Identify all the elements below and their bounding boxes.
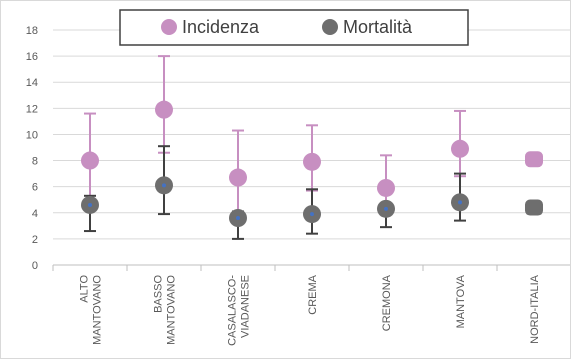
point-center-mortalit [310,212,314,217]
x-category-label: MANTOVANO [166,275,178,345]
x-category-label: MANTOVANO [92,275,104,345]
point-incidenza [229,168,247,187]
legend-marker-incidenza [161,19,177,35]
y-axis-ticks: 0 2 4 6 8 10 12 14 16 18 [26,25,38,272]
y-tick-label: 8 [32,156,38,168]
point-center-mortalit [458,200,462,205]
y-tick-label: 6 [32,182,38,194]
x-category-label: MANTOVA [455,274,467,328]
y-tick-label: 10 [26,129,38,141]
y-tick-label: 18 [26,25,38,37]
point-incidenza [155,100,173,119]
legend: Incidenza Mortalità [119,9,469,46]
legend-label-mortalita: Mortalità [343,17,413,37]
legend-label-incidenza: Incidenza [182,17,260,37]
point-mortalit [525,199,543,216]
x-category-label: VIADANESE [240,275,252,338]
point-incidenza [81,151,99,170]
y-tick-label: 12 [26,103,38,115]
legend-box [119,9,469,46]
x-category-label: ALTO [79,275,91,303]
x-axis: ALTO MANTOVANO BASSO MANTOVANO CASALASCO- VIA… [52,264,570,346]
point-center-mortalit [162,183,166,188]
y-tick-label: 2 [32,234,38,246]
point-incidenza [525,151,543,168]
x-category-label: NORD-ITALIA [529,274,541,344]
data-points [81,100,543,227]
point-center-mortalit [236,216,240,220]
point-incidenza [303,152,321,171]
point-incidenza [377,178,395,197]
point-incidenza [451,139,469,158]
point-center-mortalit [384,206,388,211]
y-tick-label: 14 [26,77,38,89]
x-category-label: BASSO [153,275,165,313]
x-category-label: CREMONA [381,274,393,331]
y-tick-label: 4 [32,208,38,220]
x-category-label: CASALASCO- [227,275,239,346]
legend-marker-mortalita [322,19,338,35]
point-center-mortalit [88,202,92,207]
x-category-label: CREMA [307,274,319,314]
error-bars [84,55,466,240]
y-tick-label: 0 [32,260,38,272]
y-tick-label: 16 [26,51,38,63]
